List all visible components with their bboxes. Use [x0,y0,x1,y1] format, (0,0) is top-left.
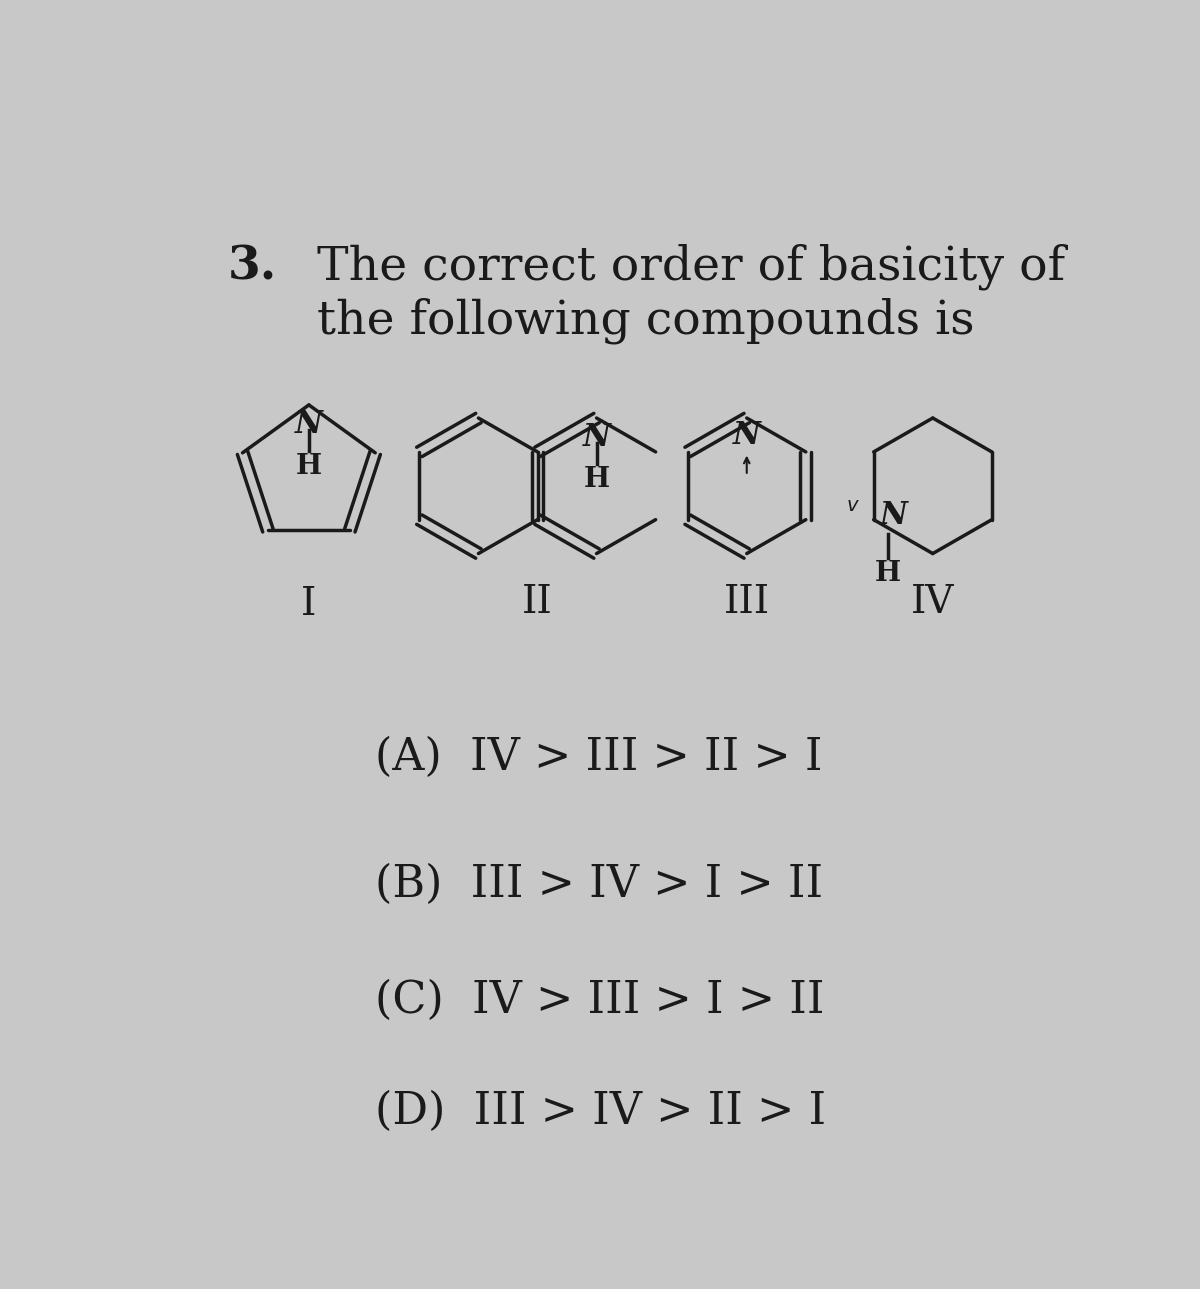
Text: I: I [301,586,317,623]
Text: N: N [733,419,761,451]
Text: H: H [875,559,901,586]
Text: (A)  IV > III > II > I: (A) IV > III > II > I [374,736,822,780]
Text: H: H [583,465,610,492]
Text: III: III [724,584,770,621]
Text: (C)  IV > III > I > II: (C) IV > III > I > II [374,978,824,1022]
Text: N: N [880,500,907,531]
Text: (D)  III > IV > II > I: (D) III > IV > II > I [374,1090,826,1133]
Text: The correct order of basicity of: The correct order of basicity of [317,244,1064,290]
Text: IV: IV [911,584,954,621]
Text: v: v [846,496,858,516]
Text: II: II [522,584,553,621]
Text: N: N [583,422,611,452]
Text: N: N [295,409,323,440]
Text: 3.: 3. [228,244,277,289]
Text: H: H [296,452,322,480]
Text: (B)  III > IV > I > II: (B) III > IV > I > II [374,864,823,906]
Text: the following compounds is: the following compounds is [317,298,974,344]
